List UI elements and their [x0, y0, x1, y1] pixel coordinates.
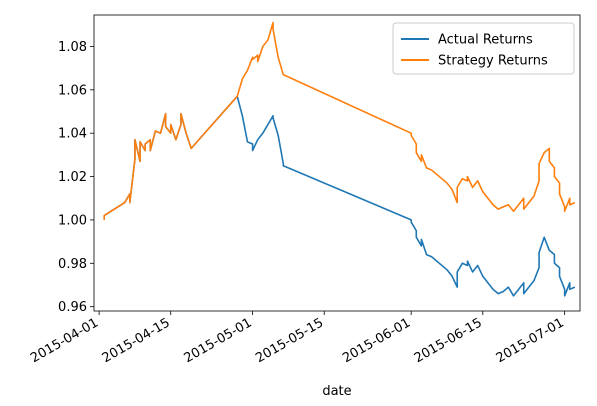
x-tick-label: 2015-07-01 — [494, 315, 567, 366]
plot-lines — [103, 21, 576, 297]
x-tick-label: 2015-04-15 — [100, 315, 173, 366]
y-tick-label: 1.00 — [58, 213, 87, 228]
x-tick-label: 2015-05-15 — [253, 315, 326, 366]
y-tick-label: 1.04 — [58, 127, 87, 142]
series-line-1 — [103, 21, 576, 220]
x-tick-label: 2015-06-01 — [340, 315, 413, 366]
x-axis-label: date — [322, 384, 351, 399]
x-tick-label: 2015-06-15 — [412, 315, 485, 366]
legend-label: Strategy Returns — [438, 54, 548, 69]
series-line-0 — [103, 95, 576, 297]
y-tick-label: 0.98 — [58, 257, 87, 272]
legend-box — [392, 22, 575, 75]
y-tick-label: 1.02 — [58, 170, 87, 185]
y-tick-label: 1.08 — [58, 40, 87, 55]
x-tick-label: 2015-05-01 — [182, 315, 255, 366]
y-axis: 0.96 0.98 1.00 1.02 1.04 1.06 1.08 — [58, 40, 94, 315]
x-tick-label: 2015-04-01 — [28, 315, 101, 366]
legend: Actual Returns Strategy Returns — [392, 22, 575, 75]
y-tick-label: 0.96 — [58, 300, 87, 315]
y-tick-label: 1.06 — [58, 83, 87, 98]
legend-label: Actual Returns — [438, 33, 533, 48]
plot-frame — [93, 14, 581, 312]
